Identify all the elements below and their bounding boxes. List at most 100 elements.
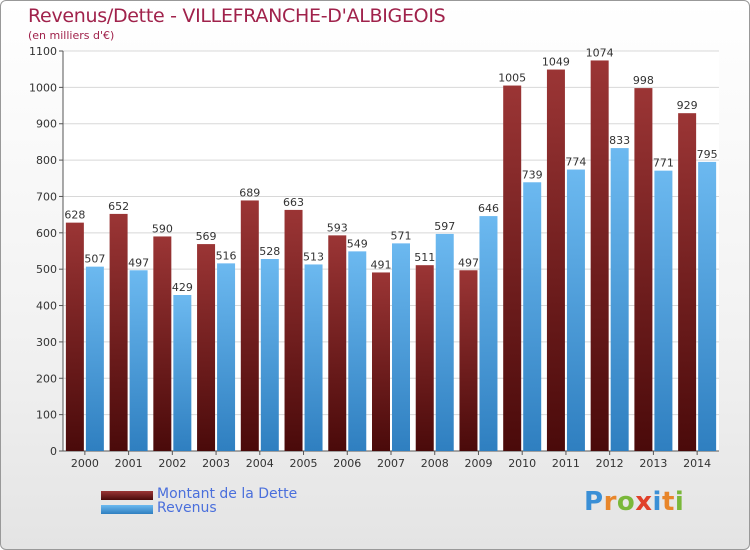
x-tick-label: 2014: [683, 457, 711, 470]
data-label-debt: 511: [414, 251, 435, 264]
bar-debt: [459, 270, 478, 451]
data-label-revenue: 774: [565, 156, 586, 169]
bar-revenue: [217, 263, 236, 451]
proxiti-logo-letter: x: [635, 487, 653, 517]
y-tick-label: 700: [36, 190, 57, 203]
data-label-debt: 1049: [542, 56, 570, 69]
data-label-revenue: 571: [391, 229, 412, 242]
x-tick-label: 2000: [71, 457, 99, 470]
chart-unit-note: (en milliers d'€): [28, 29, 115, 42]
y-tick-label: 600: [36, 227, 57, 240]
bar-revenue: [85, 266, 104, 451]
bar-debt: [546, 69, 565, 451]
bar-debt: [240, 200, 259, 451]
data-label-revenue: 516: [216, 249, 237, 262]
data-label-debt: 1005: [498, 72, 526, 85]
bar-revenue: [304, 264, 323, 451]
data-label-revenue: 507: [84, 253, 105, 266]
data-label-debt: 998: [633, 74, 654, 87]
data-label-revenue: 597: [434, 220, 455, 233]
bar-revenue: [435, 233, 454, 451]
data-label-revenue: 795: [697, 148, 718, 161]
data-label-revenue: 497: [128, 256, 149, 269]
x-tick-label: 2006: [333, 457, 361, 470]
bar-debt: [197, 244, 216, 451]
data-label-debt: 569: [196, 230, 217, 243]
bar-debt: [415, 265, 434, 451]
bar-debt: [109, 213, 128, 451]
proxiti-logo-letter: P: [584, 487, 604, 517]
x-tick-label: 2002: [158, 457, 186, 470]
y-tick-label: 800: [36, 154, 57, 167]
data-label-debt: 929: [677, 99, 698, 112]
bar-revenue: [654, 170, 673, 452]
y-tick-label: 200: [36, 372, 57, 385]
y-tick-label: 100: [36, 409, 57, 422]
data-label-debt: 652: [108, 200, 129, 213]
data-label-revenue: 833: [609, 134, 630, 147]
x-tick-label: 2001: [115, 457, 143, 470]
bar-revenue: [392, 243, 410, 451]
legend-swatch-revenue: [101, 505, 153, 514]
data-label-debt: 1074: [586, 46, 614, 59]
data-label-debt: 628: [64, 209, 85, 222]
x-tick-label: 2003: [202, 457, 230, 470]
data-label-revenue: 513: [303, 250, 324, 263]
legend-label-debt: Montant de la Dette: [157, 486, 298, 502]
y-tick-label: 1100: [29, 45, 57, 58]
data-label-debt: 663: [283, 196, 304, 209]
bar-revenue: [173, 295, 192, 451]
data-label-debt: 590: [152, 222, 173, 235]
x-tick-label: 2009: [464, 457, 492, 470]
x-tick-label: 2008: [421, 457, 449, 470]
x-tick-label: 2004: [246, 457, 274, 470]
data-label-debt: 593: [327, 221, 348, 234]
y-tick-label: 0: [50, 445, 57, 458]
bar-debt: [328, 235, 347, 451]
data-label-revenue: 429: [172, 281, 193, 294]
x-tick-label: 2005: [290, 457, 318, 470]
bar-debt: [284, 209, 303, 451]
data-label-revenue: 646: [478, 202, 499, 215]
bar-debt: [590, 60, 609, 452]
proxiti-logo: Proxiti: [584, 487, 684, 517]
bar-debt: [65, 222, 84, 451]
plot-area: [63, 51, 719, 451]
bar-debt: [634, 88, 653, 451]
data-label-debt: 689: [239, 186, 260, 199]
bar-debt: [372, 272, 390, 451]
legend-label-revenue: Revenus: [157, 500, 217, 516]
bar-revenue: [479, 216, 498, 451]
data-label-revenue: 549: [347, 237, 368, 250]
x-tick-label: 2013: [639, 457, 667, 470]
bar-revenue: [698, 161, 717, 451]
bar-revenue: [129, 270, 148, 451]
bar-debt: [503, 85, 522, 451]
y-tick-label: 900: [36, 118, 57, 131]
x-tick-label: 2010: [508, 457, 536, 470]
bar-revenue: [523, 182, 542, 452]
y-tick-label: 400: [36, 300, 57, 313]
bar-debt: [153, 236, 172, 451]
x-tick-label: 2007: [377, 457, 405, 470]
x-tick-label: 2011: [552, 457, 580, 470]
bar-revenue: [260, 259, 279, 451]
y-tick-label: 1000: [29, 81, 57, 94]
proxiti-logo-letter: r: [603, 487, 617, 517]
data-label-revenue: 771: [653, 157, 674, 170]
bar-debt: [678, 113, 697, 451]
y-tick-label: 300: [36, 336, 57, 349]
legend-swatch-debt: [101, 491, 153, 500]
proxiti-logo-letter: i: [674, 487, 685, 517]
data-label-debt: 491: [371, 258, 392, 271]
proxiti-logo-letter: o: [616, 487, 636, 517]
data-label-debt: 497: [458, 256, 479, 269]
x-tick-label: 2012: [596, 457, 624, 470]
data-label-revenue: 528: [259, 245, 280, 258]
data-label-revenue: 739: [522, 168, 543, 181]
chart-title: Revenus/Dette - VILLEFRANCHE-D'ALBIGEOIS: [28, 5, 446, 27]
bar-revenue: [566, 169, 585, 451]
y-tick-label: 500: [36, 263, 57, 276]
